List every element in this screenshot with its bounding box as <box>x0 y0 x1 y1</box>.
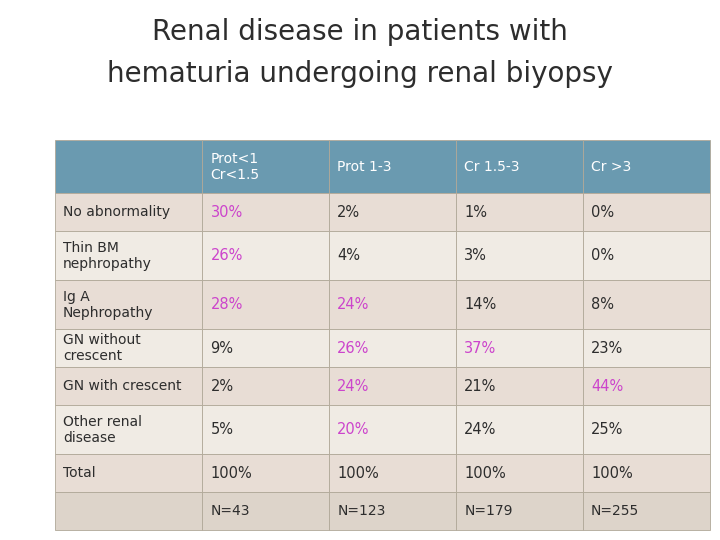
Bar <box>583 454 710 492</box>
Bar <box>329 280 456 329</box>
Text: 28%: 28% <box>210 298 243 313</box>
Bar <box>329 231 456 280</box>
Bar <box>583 405 710 454</box>
Bar <box>583 193 710 231</box>
Text: 100%: 100% <box>464 465 506 481</box>
Bar <box>202 231 329 280</box>
Text: 25%: 25% <box>591 422 624 437</box>
Bar <box>456 367 583 405</box>
Text: Total: Total <box>63 466 96 480</box>
Bar <box>55 454 202 492</box>
Text: 30%: 30% <box>210 205 243 220</box>
Text: GN without
crescent: GN without crescent <box>63 333 140 363</box>
Bar <box>456 280 583 329</box>
Bar <box>202 405 329 454</box>
Text: Other renal
disease: Other renal disease <box>63 415 142 445</box>
Text: Prot<1
Cr<1.5: Prot<1 Cr<1.5 <box>210 152 260 182</box>
Bar <box>583 492 710 530</box>
Text: No abnormality: No abnormality <box>63 205 170 219</box>
Text: 26%: 26% <box>210 248 243 264</box>
Bar <box>456 193 583 231</box>
Bar <box>55 492 202 530</box>
Bar <box>55 140 202 193</box>
Bar <box>329 454 456 492</box>
Text: 2%: 2% <box>210 379 233 394</box>
Bar <box>456 454 583 492</box>
Bar <box>202 367 329 405</box>
Bar <box>329 140 456 193</box>
Bar <box>55 231 202 280</box>
Text: N=179: N=179 <box>464 504 513 518</box>
Text: 100%: 100% <box>591 465 633 481</box>
Bar <box>202 193 329 231</box>
Text: Cr 1.5-3: Cr 1.5-3 <box>464 160 520 174</box>
Bar <box>329 193 456 231</box>
Text: 0%: 0% <box>591 248 614 264</box>
Text: 8%: 8% <box>591 298 614 313</box>
Text: 9%: 9% <box>210 341 233 356</box>
Text: 24%: 24% <box>338 379 370 394</box>
Text: 14%: 14% <box>464 298 497 313</box>
Bar <box>329 492 456 530</box>
Bar <box>583 280 710 329</box>
Bar <box>329 329 456 367</box>
Bar <box>202 329 329 367</box>
Text: N=123: N=123 <box>338 504 386 518</box>
Bar <box>583 231 710 280</box>
Text: 26%: 26% <box>338 341 370 356</box>
Bar <box>583 140 710 193</box>
Text: 1%: 1% <box>464 205 487 220</box>
Text: Prot 1-3: Prot 1-3 <box>338 160 392 174</box>
Bar <box>456 329 583 367</box>
Bar <box>329 405 456 454</box>
Bar <box>55 280 202 329</box>
Text: 44%: 44% <box>591 379 624 394</box>
Bar <box>55 329 202 367</box>
Text: 37%: 37% <box>464 341 497 356</box>
Text: 24%: 24% <box>338 298 370 313</box>
Text: 2%: 2% <box>338 205 361 220</box>
Text: N=255: N=255 <box>591 504 639 518</box>
Bar <box>456 140 583 193</box>
Bar <box>456 231 583 280</box>
Bar <box>583 367 710 405</box>
Bar <box>456 405 583 454</box>
Text: 4%: 4% <box>338 248 360 264</box>
Text: GN with crescent: GN with crescent <box>63 379 181 393</box>
Text: Renal disease in patients with: Renal disease in patients with <box>152 18 568 46</box>
Text: 5%: 5% <box>210 422 233 437</box>
Text: 0%: 0% <box>591 205 614 220</box>
Text: Ig A
Nephropathy: Ig A Nephropathy <box>63 290 153 320</box>
Bar <box>202 492 329 530</box>
Bar <box>55 193 202 231</box>
Text: N=43: N=43 <box>210 504 250 518</box>
Bar <box>202 454 329 492</box>
Bar <box>583 329 710 367</box>
Text: 20%: 20% <box>338 422 370 437</box>
Bar <box>329 367 456 405</box>
Text: 23%: 23% <box>591 341 624 356</box>
Text: 3%: 3% <box>464 248 487 264</box>
Text: 24%: 24% <box>464 422 497 437</box>
Text: 100%: 100% <box>338 465 379 481</box>
Bar <box>456 492 583 530</box>
Text: 21%: 21% <box>464 379 497 394</box>
Bar <box>202 280 329 329</box>
Text: hematuria undergoing renal biyopsy: hematuria undergoing renal biyopsy <box>107 60 613 88</box>
Text: Thin BM
nephropathy: Thin BM nephropathy <box>63 241 152 271</box>
Bar <box>55 405 202 454</box>
Text: 100%: 100% <box>210 465 252 481</box>
Text: Cr >3: Cr >3 <box>591 160 631 174</box>
Bar <box>202 140 329 193</box>
Bar <box>55 367 202 405</box>
